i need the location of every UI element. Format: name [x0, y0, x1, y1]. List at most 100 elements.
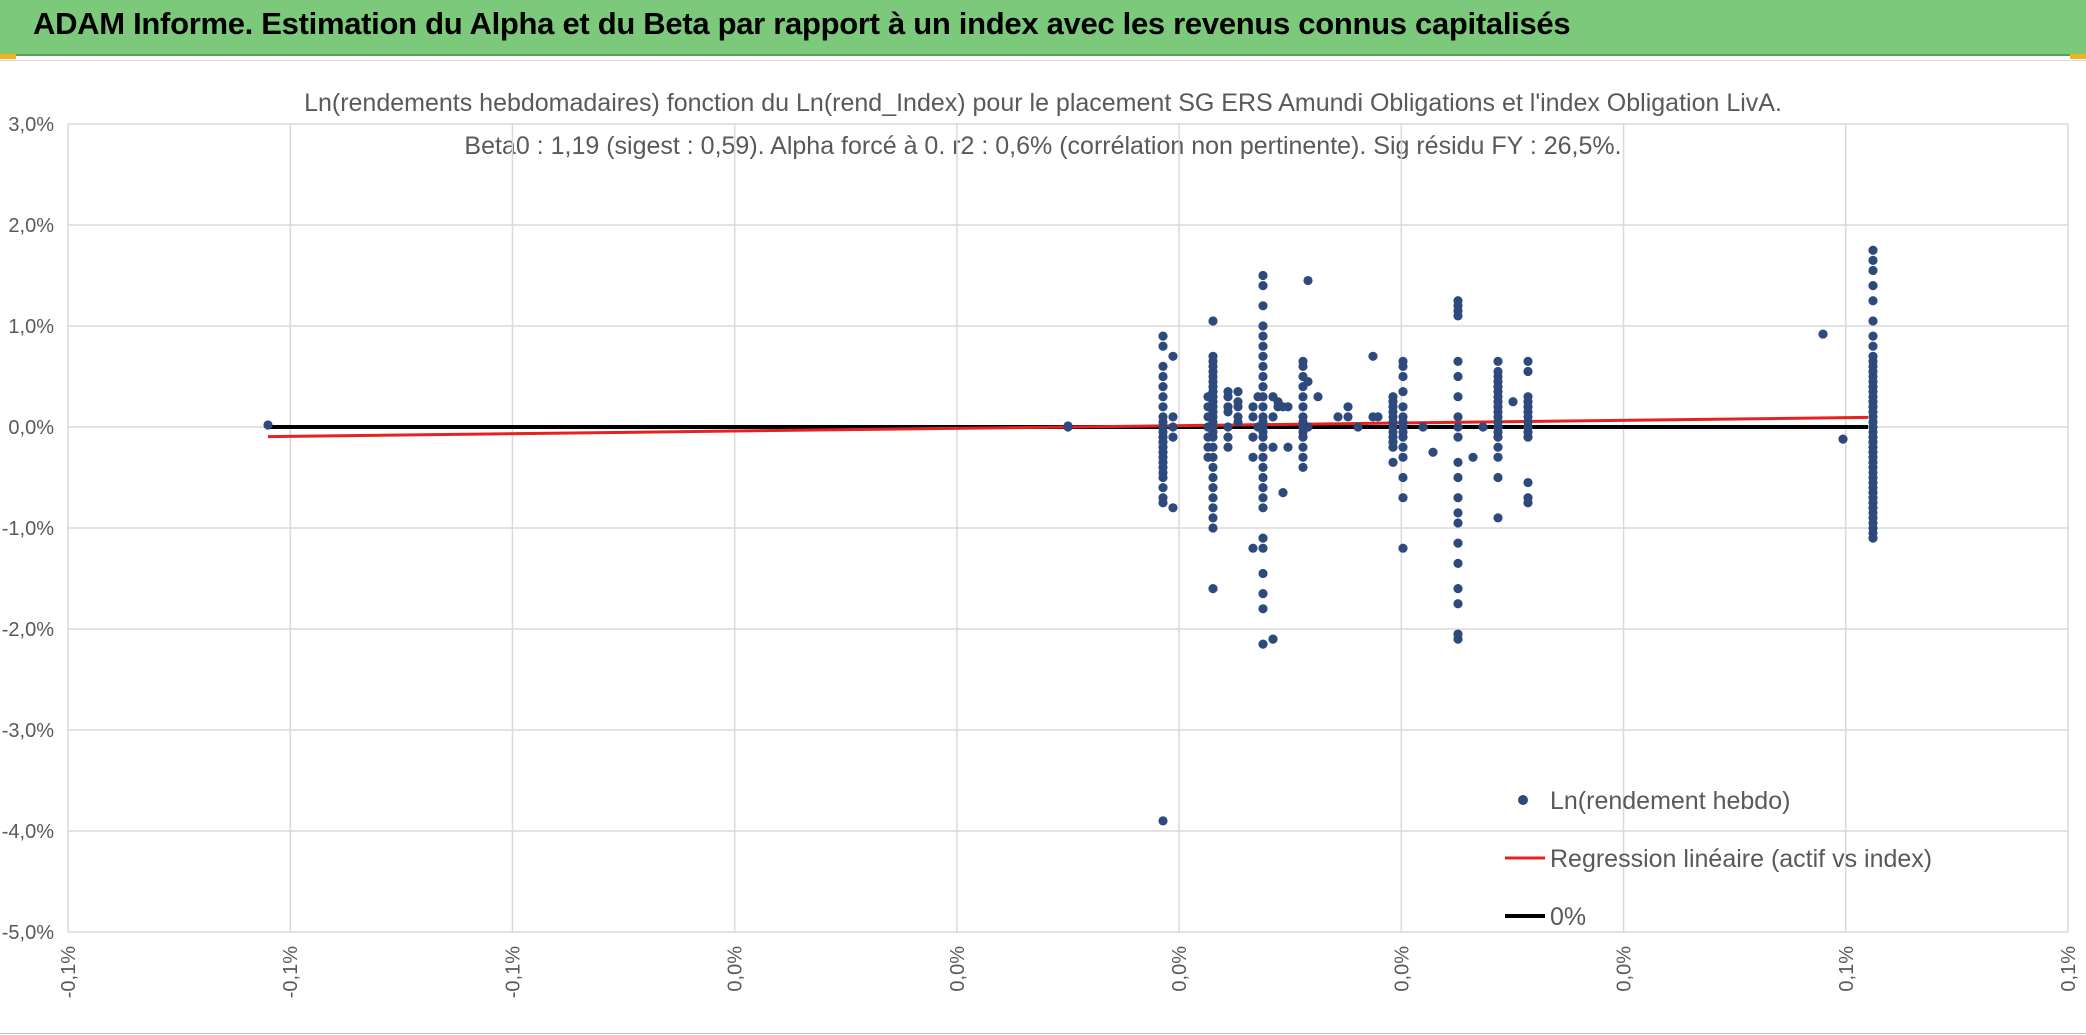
scatter-point: [1258, 472, 1268, 483]
chart-title-line1-text: Ln(rendements hebdomadaires) fonction du…: [298, 89, 1788, 117]
scatter-point: [1388, 457, 1398, 467]
scatter-point: [1258, 361, 1268, 371]
scatter-point: [1258, 639, 1268, 649]
scatter-point: [1158, 341, 1168, 351]
scatter-point: [1508, 397, 1518, 407]
scatter-point: [1258, 533, 1268, 543]
scatter-point: [1158, 361, 1168, 371]
scatter-point: [1168, 503, 1178, 513]
scatter-point: [1208, 493, 1218, 503]
y-tick-label: 1,0%: [8, 316, 54, 338]
corner-marker-top-right: [2070, 54, 2086, 59]
scatter-point: [1388, 442, 1398, 452]
scatter-point: [1398, 442, 1408, 452]
scatter-point: [1868, 245, 1878, 255]
scatter-point: [1158, 331, 1168, 341]
scatter-point: [1158, 371, 1168, 382]
y-tick-label: -5,0%: [2, 922, 54, 944]
scatter-point: [1398, 493, 1408, 503]
scatter-point: [1278, 488, 1288, 498]
legend-marker-scatter: [1518, 795, 1528, 805]
scatter-point: [1158, 382, 1168, 392]
scatter-point: [1523, 498, 1533, 508]
scatter-point: [1223, 422, 1233, 432]
x-tick-label: 0,0%: [1614, 946, 1636, 992]
chart-title-line1: Ln(rendements hebdomadaires) fonction du…: [0, 89, 2086, 118]
scatter-point: [1258, 402, 1268, 412]
scatter-point: [1343, 402, 1353, 412]
scatter-point: [1353, 422, 1363, 432]
scatter-point: [1453, 508, 1463, 518]
scatter-point: [1523, 477, 1533, 488]
scatter-point: [1453, 518, 1463, 528]
scatter-point: [1258, 270, 1268, 281]
scatter-point: [1158, 392, 1168, 402]
x-tick-label: 0,0%: [1169, 946, 1191, 992]
scatter-point: [1478, 422, 1488, 432]
corner-marker-top-left: [0, 54, 16, 59]
scatter-point: [1208, 483, 1218, 493]
scatter-point: [1158, 402, 1168, 412]
scatter-point: [1373, 412, 1383, 422]
scatter-point: [1233, 417, 1243, 427]
scatter-point: [1233, 402, 1243, 412]
scatter-point: [1258, 301, 1268, 311]
scatter-point: [1523, 432, 1533, 442]
scatter-point: [1493, 432, 1503, 442]
scatter-point: [1493, 442, 1503, 452]
scatter-point: [1223, 392, 1233, 402]
scatter-point: [1838, 434, 1848, 444]
y-tick-label: -3,0%: [2, 720, 54, 742]
scatter-point: [1453, 371, 1463, 382]
scatter-point: [1453, 584, 1463, 594]
scatter-point: [1523, 356, 1533, 366]
scatter-point: [1303, 376, 1313, 387]
scatter-point: [1453, 538, 1463, 548]
scatter-point: [1258, 392, 1268, 402]
scatter-point: [1298, 442, 1308, 452]
scatter-point: [1493, 513, 1503, 523]
scatter-point: [1258, 604, 1268, 614]
scatter-point: [1453, 493, 1463, 503]
scatter-point: [1168, 432, 1178, 442]
scatter-point: [1493, 356, 1503, 366]
scatter-point: [1868, 316, 1878, 326]
scatter-point: [1168, 351, 1178, 361]
scatter-point: [1258, 432, 1268, 442]
scatter-point: [1453, 432, 1463, 442]
scatter-point: [1258, 382, 1268, 392]
legend-label-regression: Regression linéaire (actif vs index): [1550, 845, 1932, 873]
scatter-point: [1258, 493, 1268, 503]
y-tick-label: 0,0%: [8, 417, 54, 439]
scatter-point: [1868, 255, 1878, 265]
scatter-point: [1313, 392, 1323, 402]
chart-area: [0, 60, 2086, 1034]
scatter-point: [1298, 432, 1308, 442]
legend-label-zero: 0%: [1550, 903, 1586, 931]
scatter-point: [1258, 331, 1268, 341]
scatter-point: [1868, 265, 1878, 276]
scatter-point: [1248, 432, 1258, 442]
scatter-point: [1258, 442, 1268, 452]
scatter-point: [1428, 447, 1438, 457]
scatter-point: [1063, 421, 1073, 431]
scatter-point: [1223, 407, 1233, 417]
x-tick-label: 0,1%: [1836, 946, 1858, 992]
chart-title-line2-text: Beta0 : 1,19 (sigest : 0,59). Alpha forc…: [458, 132, 1628, 160]
scatter-point: [1368, 351, 1378, 361]
scatter-point: [1493, 452, 1503, 462]
scatter-point: [1208, 432, 1218, 442]
scatter-point: [1208, 472, 1218, 483]
scatter-point: [1258, 281, 1268, 291]
scatter-point: [1168, 412, 1178, 422]
scatter-point: [1398, 361, 1408, 371]
scatter-point: [1248, 543, 1258, 553]
x-tick-label: -0,1%: [58, 946, 80, 998]
scatter-point: [1208, 523, 1218, 533]
scatter-point: [1453, 356, 1463, 366]
scatter-point: [1258, 462, 1268, 472]
scatter-point: [1223, 442, 1233, 452]
scatter-point: [1868, 533, 1878, 543]
scatter-point: [1453, 392, 1463, 402]
